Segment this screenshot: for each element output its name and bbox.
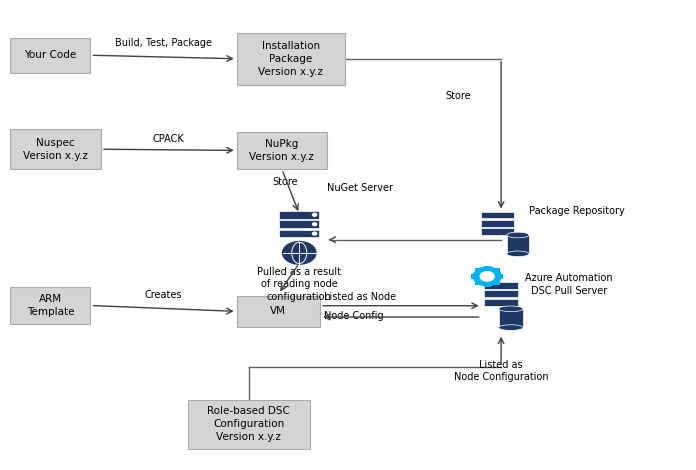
- FancyBboxPatch shape: [10, 287, 90, 324]
- FancyBboxPatch shape: [498, 309, 523, 328]
- Text: Package Repository: Package Repository: [529, 206, 625, 217]
- Text: NuGet Server: NuGet Server: [327, 183, 393, 193]
- FancyBboxPatch shape: [481, 212, 514, 218]
- Text: Listed as
Node Configuration: Listed as Node Configuration: [454, 360, 548, 383]
- Circle shape: [313, 223, 317, 226]
- FancyBboxPatch shape: [475, 280, 482, 285]
- Text: Node Config: Node Config: [324, 311, 383, 321]
- FancyBboxPatch shape: [484, 282, 491, 287]
- FancyBboxPatch shape: [493, 280, 500, 285]
- FancyBboxPatch shape: [10, 129, 101, 169]
- Text: Azure Automation
DSC Pull Server: Azure Automation DSC Pull Server: [525, 273, 613, 296]
- FancyBboxPatch shape: [237, 132, 327, 169]
- FancyBboxPatch shape: [484, 266, 491, 270]
- Text: ARM
Template: ARM Template: [26, 294, 74, 317]
- Text: Nuspec
Version x.y.z: Nuspec Version x.y.z: [23, 138, 88, 161]
- Circle shape: [473, 267, 501, 286]
- FancyBboxPatch shape: [484, 299, 518, 306]
- FancyBboxPatch shape: [496, 274, 503, 279]
- Text: Creates: Creates: [145, 290, 182, 300]
- Text: Installation
Package
Version x.y.z: Installation Package Version x.y.z: [258, 40, 323, 77]
- FancyBboxPatch shape: [10, 38, 90, 73]
- Text: Role-based DSC
Configuration
Version x.y.z: Role-based DSC Configuration Version x.y…: [207, 406, 290, 442]
- FancyBboxPatch shape: [481, 220, 514, 227]
- Text: Pulled as a result
of reading node
configuration: Pulled as a result of reading node confi…: [258, 267, 341, 302]
- Text: Store: Store: [445, 91, 471, 102]
- Ellipse shape: [507, 232, 529, 238]
- Ellipse shape: [498, 306, 523, 312]
- FancyBboxPatch shape: [237, 33, 345, 85]
- Ellipse shape: [507, 251, 529, 257]
- FancyBboxPatch shape: [484, 290, 518, 297]
- Text: VM: VM: [271, 306, 286, 316]
- FancyBboxPatch shape: [279, 211, 319, 219]
- Text: CPACK: CPACK: [153, 134, 184, 144]
- FancyBboxPatch shape: [237, 296, 320, 327]
- Text: Listed as Node: Listed as Node: [324, 292, 396, 302]
- Ellipse shape: [498, 325, 523, 330]
- FancyBboxPatch shape: [279, 230, 319, 237]
- FancyBboxPatch shape: [481, 228, 514, 235]
- FancyBboxPatch shape: [493, 268, 500, 273]
- FancyBboxPatch shape: [279, 220, 319, 228]
- Circle shape: [313, 232, 317, 235]
- FancyBboxPatch shape: [471, 274, 478, 279]
- FancyBboxPatch shape: [475, 268, 482, 273]
- Text: Your Code: Your Code: [24, 50, 77, 60]
- Circle shape: [283, 242, 316, 264]
- Circle shape: [480, 272, 494, 281]
- FancyBboxPatch shape: [484, 282, 518, 289]
- FancyBboxPatch shape: [188, 400, 310, 449]
- Text: Store: Store: [273, 177, 298, 188]
- Circle shape: [313, 213, 317, 216]
- Text: NuPkg
Version x.y.z: NuPkg Version x.y.z: [249, 139, 315, 162]
- FancyBboxPatch shape: [507, 235, 529, 254]
- Text: Build, Test, Package: Build, Test, Package: [115, 39, 212, 48]
